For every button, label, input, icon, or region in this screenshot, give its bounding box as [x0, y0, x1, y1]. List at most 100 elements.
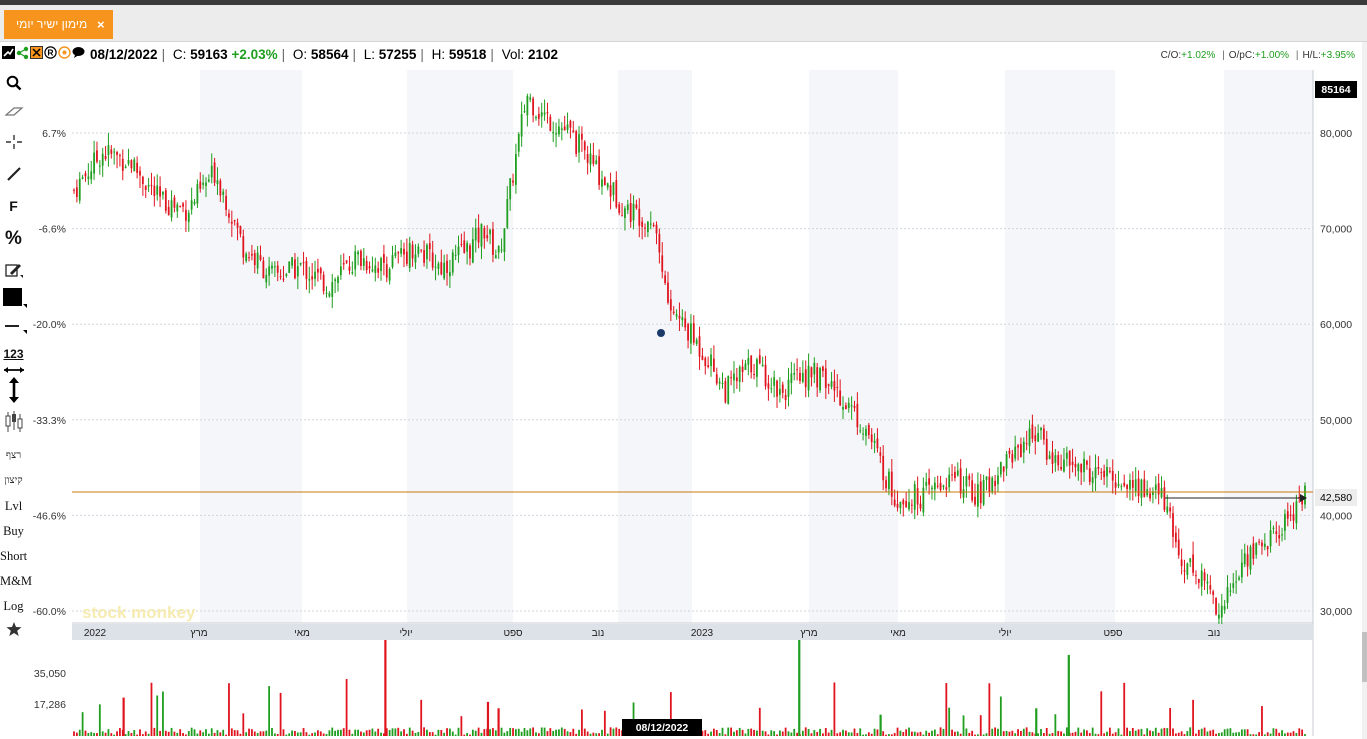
candle-body: [1120, 486, 1123, 488]
color-swatch-icon[interactable]: [0, 286, 27, 311]
vertical-resize-icon[interactable]: [0, 377, 27, 406]
candle-body: [523, 111, 526, 113]
percent-icon[interactable]: %: [5, 228, 22, 249]
candle-body: [400, 248, 403, 254]
close-icon[interactable]: ×: [97, 17, 105, 32]
candle-body: [885, 480, 887, 489]
log-button[interactable]: Log: [3, 599, 24, 613]
lvl-button[interactable]: Lvl: [4, 499, 23, 513]
candle-body: [93, 152, 95, 174]
volume-bar: [908, 727, 910, 736]
candle-body: [853, 405, 856, 408]
comment-icon[interactable]: [71, 45, 85, 59]
scrollbar-thumb[interactable]: [1362, 632, 1367, 682]
candle-body: [922, 487, 925, 513]
candle-body: [569, 120, 572, 128]
candle-body: [354, 251, 357, 270]
candle-body: [1020, 444, 1022, 457]
volume-bar: [804, 727, 807, 736]
volume-bar: [104, 732, 107, 736]
volume-bar: [919, 731, 922, 736]
crosshair-icon[interactable]: [0, 134, 27, 153]
candle-body: [179, 205, 182, 207]
volume-bar: [882, 731, 885, 736]
opc-value: +1.00%: [1254, 50, 1290, 61]
volume-bar: [1042, 733, 1045, 736]
volume-bar: [93, 732, 95, 736]
registered-icon[interactable]: R: [43, 45, 57, 59]
time-tick-label: 2022: [84, 628, 107, 639]
candle-body: [1266, 546, 1269, 550]
volume-bar: [976, 734, 979, 736]
volume-bar: [259, 731, 262, 736]
volume-bar: [1040, 729, 1042, 736]
volume-bar: [876, 729, 879, 736]
star-icon[interactable]: [0, 621, 27, 640]
buy-button[interactable]: Buy: [3, 524, 24, 538]
short-button[interactable]: Short: [0, 549, 28, 563]
target-icon[interactable]: [57, 45, 71, 59]
volume-bar: [704, 730, 707, 736]
candle-body: [1157, 483, 1160, 495]
candle-body: [595, 160, 598, 165]
candlestick-icon[interactable]: [0, 410, 27, 437]
volume-bar: [1146, 728, 1149, 736]
candle-body: [417, 246, 420, 255]
vertical-scrollbar[interactable]: [1362, 42, 1367, 739]
volume-bar: [543, 727, 546, 736]
candle-body: [586, 154, 589, 163]
candle-body: [437, 263, 440, 269]
candle-body: [1166, 506, 1169, 513]
mm-button[interactable]: M&M: [0, 574, 32, 588]
volume-bar: [1292, 731, 1295, 736]
volume-bar: [494, 730, 497, 736]
low-label: L:: [363, 47, 376, 62]
candle-body: [503, 228, 506, 253]
volume-bar: [331, 727, 334, 736]
tab-chart[interactable]: מימון ישיר יומי ×: [4, 10, 113, 39]
candle-body: [810, 367, 813, 378]
candle-body: [899, 501, 902, 509]
candle-body: [136, 162, 139, 173]
excel-icon[interactable]: [29, 45, 43, 59]
candle-body: [107, 145, 110, 156]
time-tick-label: נוב: [1208, 628, 1221, 639]
candle-body: [1040, 427, 1042, 431]
trend-line-arrow: [1300, 494, 1307, 502]
volume-bar: [1129, 731, 1131, 736]
candle-body: [170, 200, 173, 218]
candle-body: [1123, 482, 1126, 486]
volume-bar: [497, 708, 500, 736]
candle-body: [652, 225, 655, 227]
edit-icon[interactable]: [0, 262, 27, 281]
volume-bar: [842, 729, 844, 736]
eraser-icon[interactable]: [0, 106, 27, 121]
candle-body: [1275, 531, 1278, 535]
candle-body: [1218, 614, 1220, 619]
candle-body: [902, 499, 905, 505]
numbers-icon[interactable]: 123: [3, 347, 24, 361]
candle-body: [314, 271, 316, 279]
candle-body: [469, 245, 471, 259]
line-icon[interactable]: [0, 166, 27, 185]
fibonacci-icon[interactable]: F: [9, 198, 18, 214]
candle-body: [712, 358, 715, 372]
split-toggle[interactable]: קיצון: [4, 475, 23, 486]
chart-type-icon[interactable]: [1, 45, 15, 59]
horizontal-measure-icon[interactable]: [0, 362, 27, 377]
line-style-icon[interactable]: [0, 318, 27, 337]
continuous-toggle[interactable]: רצף: [5, 450, 22, 461]
candle-body: [1037, 433, 1040, 442]
volume-bar: [939, 727, 942, 736]
volume-bar: [101, 731, 104, 736]
volume-bar: [96, 733, 98, 736]
candle-body: [210, 165, 213, 178]
volume-bar: [1031, 732, 1034, 736]
search-icon[interactable]: [0, 75, 27, 94]
candle-body: [968, 475, 971, 480]
candle-body: [236, 222, 239, 228]
share-icon[interactable]: [15, 45, 29, 59]
volume-bar: [896, 727, 899, 736]
candle-body: [801, 372, 804, 382]
